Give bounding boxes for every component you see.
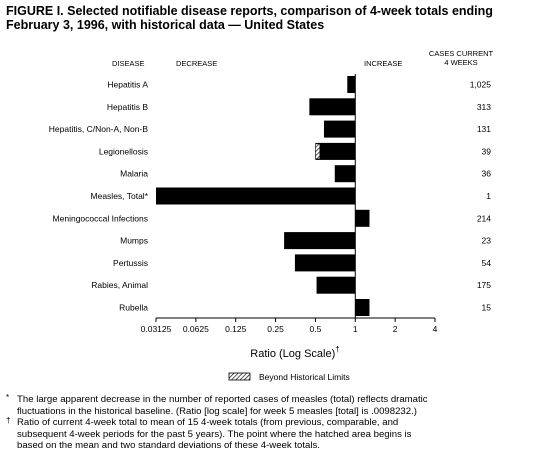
bar <box>323 120 356 138</box>
figure-title-line-1: FIGURE I. Selected notifiable disease re… <box>6 4 493 18</box>
footnote-marker: † <box>6 416 11 426</box>
cases-value: 23 <box>482 236 492 246</box>
category-label: Malaria <box>120 169 148 179</box>
increase-header: INCREASE <box>364 59 402 68</box>
category-label: Meningococcal Infections <box>53 213 148 223</box>
bar <box>347 76 356 93</box>
cases-value: 175 <box>477 280 491 290</box>
cases-value: 54 <box>482 258 492 268</box>
x-tick-label: 0.5 <box>310 324 322 334</box>
footnote-line: subsequent 4-week periods for the past 5… <box>17 428 412 440</box>
category-label: Mumps <box>120 236 148 246</box>
cases-value: 1,025 <box>470 80 492 90</box>
footnote-ratio: † Ratio of current 4-week total to mean … <box>6 416 528 452</box>
footnote-line: based on the mean and two standard devia… <box>17 440 320 452</box>
footnote-line: fluctuations in the historical baseline.… <box>17 405 417 417</box>
category-label: Legionellosis <box>99 146 148 156</box>
x-tick-label: 0.0625 <box>183 324 209 334</box>
bar-beyond-limits-hatch <box>315 143 321 160</box>
category-label: Hepatitis B <box>107 102 148 112</box>
cases-value: 131 <box>477 124 491 134</box>
bar <box>355 299 370 316</box>
legend-label: Beyond Historical Limits <box>259 372 350 382</box>
footnotes: * The large apparent decrease in the num… <box>6 393 528 452</box>
figure-title: FIGURE I. Selected notifiable disease re… <box>6 4 528 32</box>
bar <box>284 232 356 250</box>
bar <box>334 165 356 183</box>
category-label: Hepatitis A <box>107 80 148 90</box>
x-tick-label: 2 <box>393 324 398 334</box>
footnote-line: The large apparent decrease in the numbe… <box>17 394 428 405</box>
disease-column-header: DISEASE <box>112 59 145 68</box>
decrease-header: DECREASE <box>176 59 217 68</box>
legend-hatch-swatch <box>228 372 251 381</box>
bar <box>156 187 356 205</box>
cases-value: 36 <box>482 169 492 179</box>
x-tick-label: 1 <box>353 324 358 334</box>
bar <box>309 98 356 116</box>
x-tick-label: 0.25 <box>267 324 284 334</box>
cases-value: 214 <box>477 213 491 223</box>
x-axis-title-text: Ratio (Log Scale) <box>250 348 335 360</box>
cases-value: 313 <box>477 102 491 112</box>
category-label: Measles, Total* <box>91 191 149 201</box>
x-axis-title-mark: † <box>335 345 339 354</box>
x-axis-title: Ratio (Log Scale)† <box>250 345 339 360</box>
category-label: Hepatitis, C/Non-A, Non-B <box>49 124 149 134</box>
category-label: Pertussis <box>113 258 148 268</box>
cases-value: 1 <box>486 191 491 201</box>
chart: DISEASE DECREASE INCREASE CASES CURRENT … <box>49 49 494 382</box>
bar <box>355 209 370 227</box>
figure-title-line-2: February 3, 1996, with historical data —… <box>6 18 325 32</box>
cases-header-line-1: CASES CURRENT <box>429 49 494 58</box>
category-label: Rabies, Animal <box>91 280 148 290</box>
category-label: Rubella <box>119 303 148 313</box>
cases-value: 39 <box>482 146 492 156</box>
footnote-line: Ratio of current 4-week total to mean of… <box>17 417 399 429</box>
bar <box>294 254 356 272</box>
bar <box>315 142 356 160</box>
footnote-measles: * The large apparent decrease in the num… <box>6 393 528 417</box>
cases-header-line-2: 4 WEEKS <box>444 58 477 67</box>
x-tick-label: 0.03125 <box>141 324 172 334</box>
x-tick-label: 0.125 <box>225 324 247 334</box>
cases-value: 15 <box>482 303 492 313</box>
footnote-marker: * <box>6 393 10 402</box>
bar <box>316 276 356 294</box>
x-tick-label: 4 <box>433 324 438 334</box>
